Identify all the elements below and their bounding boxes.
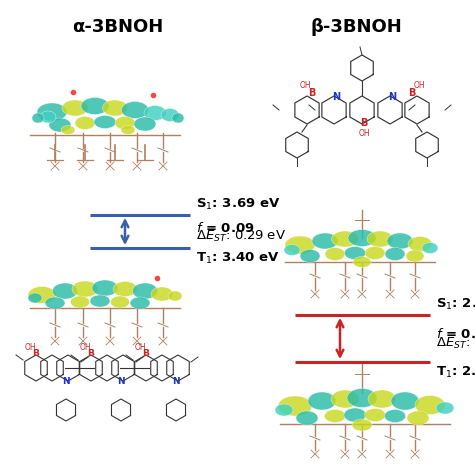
Ellipse shape [344, 247, 365, 260]
Ellipse shape [134, 117, 156, 131]
Ellipse shape [408, 237, 432, 252]
Ellipse shape [391, 392, 419, 410]
Ellipse shape [75, 116, 95, 130]
Text: Δ$E$$_{ST}$: 0.37 eV: Δ$E$$_{ST}$: 0.37 eV [436, 336, 475, 351]
Ellipse shape [344, 408, 366, 422]
Ellipse shape [161, 109, 179, 122]
Text: B: B [33, 350, 39, 358]
Ellipse shape [387, 233, 413, 249]
Ellipse shape [384, 410, 406, 423]
Ellipse shape [422, 242, 438, 254]
Text: OH: OH [79, 343, 91, 352]
Ellipse shape [28, 293, 42, 303]
Text: N: N [117, 377, 125, 386]
Ellipse shape [70, 296, 89, 308]
Text: OH: OH [299, 81, 311, 89]
Ellipse shape [81, 97, 109, 115]
Text: B: B [87, 350, 95, 358]
Ellipse shape [90, 295, 110, 307]
Ellipse shape [312, 233, 338, 249]
Ellipse shape [406, 250, 424, 262]
Text: T$_1$: 2.42 eV: T$_1$: 2.42 eV [436, 365, 475, 380]
Text: N: N [388, 92, 396, 102]
Ellipse shape [365, 247, 385, 260]
Text: $f$ = 0.15: $f$ = 0.15 [436, 328, 475, 342]
Text: N: N [332, 92, 340, 102]
Text: N: N [172, 377, 180, 386]
Ellipse shape [111, 296, 130, 308]
Ellipse shape [275, 404, 293, 416]
Ellipse shape [367, 231, 393, 247]
Ellipse shape [352, 419, 372, 431]
Ellipse shape [348, 229, 376, 247]
Ellipse shape [415, 396, 445, 414]
Ellipse shape [308, 392, 336, 410]
Text: B: B [308, 88, 316, 98]
Ellipse shape [133, 283, 158, 299]
Ellipse shape [53, 283, 77, 299]
Ellipse shape [37, 103, 67, 121]
Text: $f$ = 0.09: $f$ = 0.09 [196, 220, 255, 234]
Text: OH: OH [134, 343, 146, 352]
Ellipse shape [172, 113, 184, 123]
Ellipse shape [151, 287, 173, 301]
Ellipse shape [62, 100, 88, 116]
Text: Δ$E$$_{ST}$: 0.29 eV: Δ$E$$_{ST}$: 0.29 eV [196, 229, 286, 244]
Ellipse shape [436, 402, 454, 414]
Ellipse shape [385, 247, 405, 260]
Ellipse shape [300, 249, 320, 262]
Ellipse shape [40, 111, 56, 123]
Ellipse shape [144, 105, 166, 121]
Ellipse shape [325, 247, 345, 260]
Text: B: B [142, 350, 150, 358]
Ellipse shape [113, 281, 137, 296]
Ellipse shape [49, 118, 71, 132]
Ellipse shape [28, 287, 56, 303]
Ellipse shape [324, 410, 345, 423]
Text: B: B [361, 118, 368, 128]
Ellipse shape [94, 116, 116, 129]
Ellipse shape [407, 411, 429, 425]
Ellipse shape [115, 116, 135, 130]
Text: β-3BNOH: β-3BNOH [310, 18, 402, 36]
Text: S$_1$: 3.69 eV: S$_1$: 3.69 eV [196, 197, 280, 212]
Ellipse shape [32, 113, 44, 123]
Ellipse shape [353, 256, 371, 267]
Ellipse shape [331, 390, 359, 408]
Ellipse shape [103, 100, 127, 116]
Ellipse shape [364, 409, 386, 422]
Text: S$_1$: 2.79 eV: S$_1$: 2.79 eV [436, 297, 475, 312]
Ellipse shape [368, 390, 396, 408]
Ellipse shape [347, 389, 377, 407]
Ellipse shape [278, 396, 312, 416]
Ellipse shape [121, 125, 135, 135]
Ellipse shape [168, 291, 182, 301]
Text: OH: OH [413, 81, 425, 89]
Ellipse shape [284, 245, 300, 255]
Ellipse shape [61, 125, 75, 135]
Ellipse shape [72, 281, 98, 297]
Ellipse shape [92, 280, 118, 296]
Text: B: B [408, 88, 416, 98]
Ellipse shape [45, 297, 65, 309]
Ellipse shape [130, 297, 150, 309]
Ellipse shape [122, 102, 149, 118]
Text: T$_1$: 3.40 eV: T$_1$: 3.40 eV [196, 251, 280, 266]
Ellipse shape [285, 236, 315, 254]
Ellipse shape [332, 231, 359, 247]
Text: α-3BNOH: α-3BNOH [72, 18, 163, 36]
Text: N: N [62, 377, 70, 386]
Text: OH: OH [358, 129, 370, 137]
Ellipse shape [296, 411, 318, 425]
Text: OH: OH [24, 343, 36, 352]
